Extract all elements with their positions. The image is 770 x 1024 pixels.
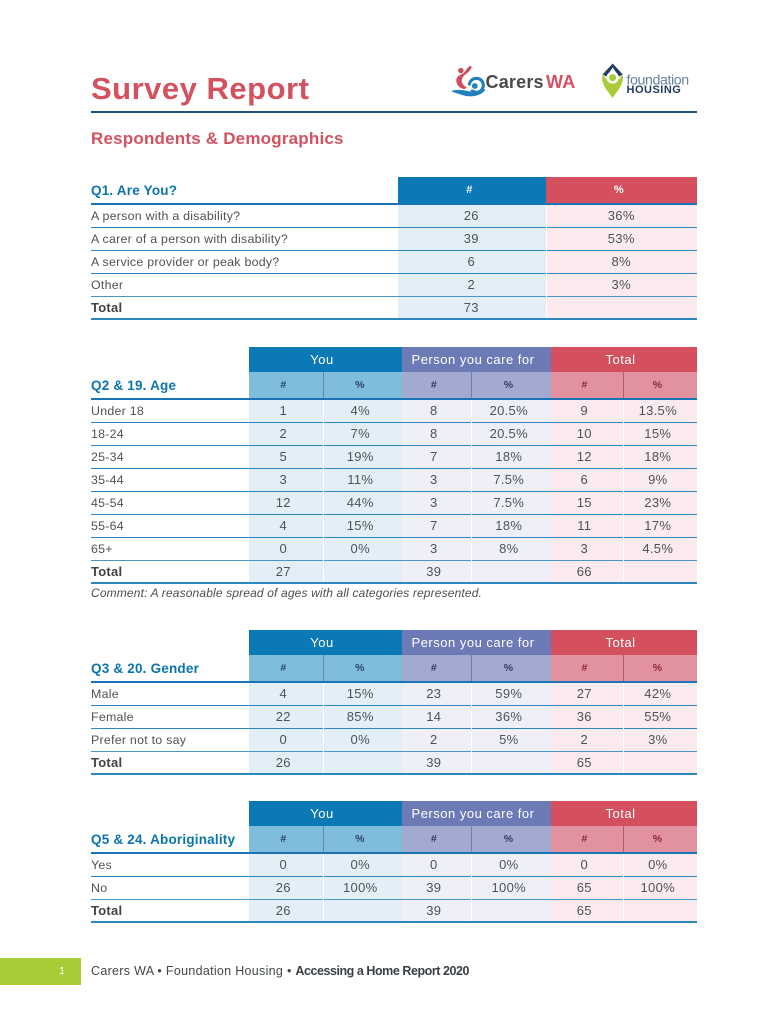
- svg-text:HOUSING: HOUSING: [627, 84, 682, 96]
- svg-text:WA: WA: [546, 72, 575, 92]
- svg-text:Carers: Carers: [486, 72, 544, 92]
- svg-text:foundation: foundation: [627, 72, 689, 88]
